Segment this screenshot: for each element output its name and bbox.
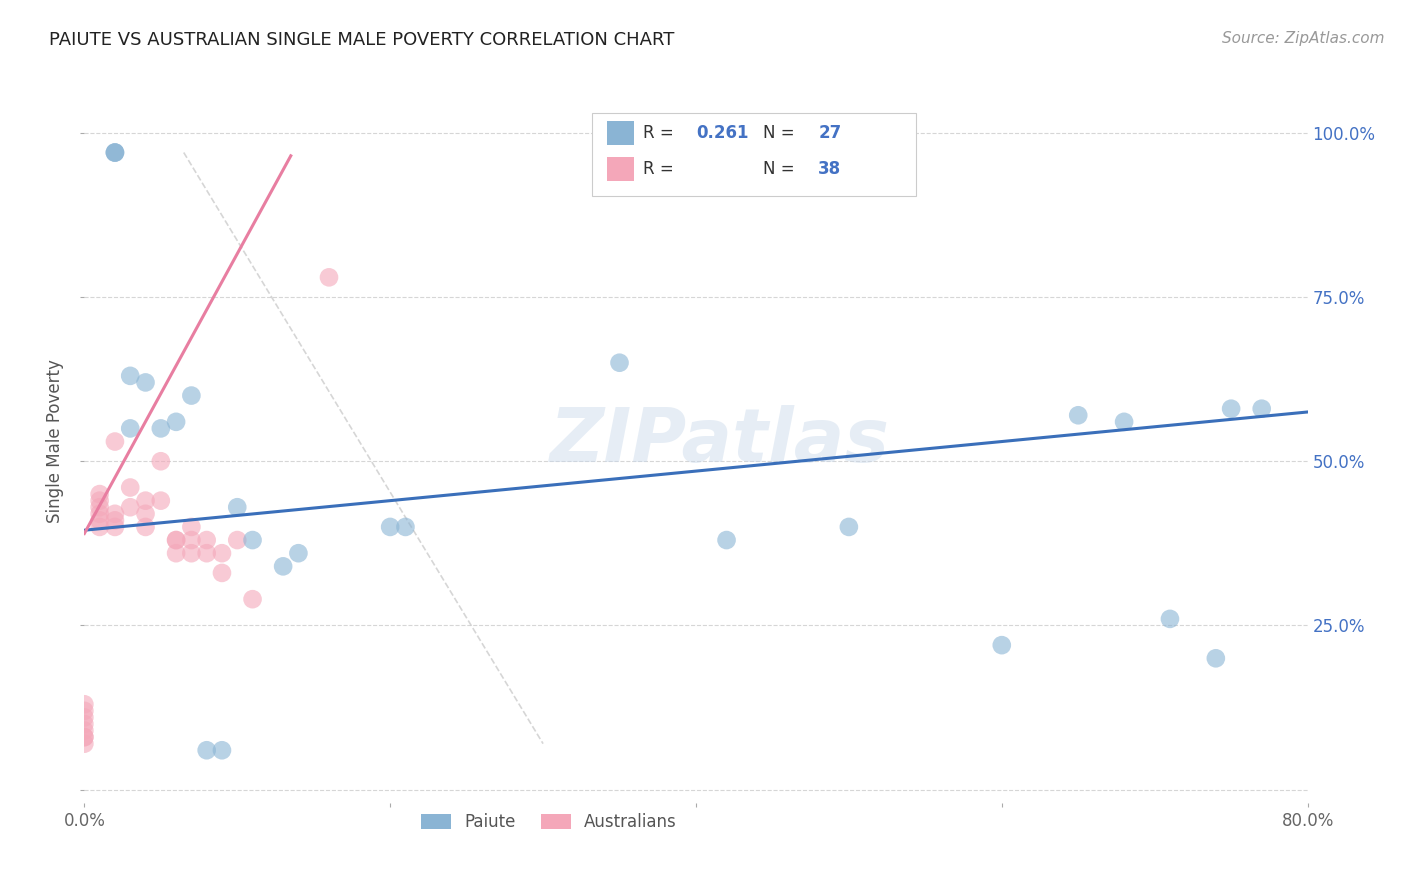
Text: ZIPatlas: ZIPatlas: [550, 405, 890, 478]
Point: [394, 520, 416, 534]
Point: [89, 507, 111, 521]
Point: [195, 743, 218, 757]
Point: [165, 533, 187, 547]
Point: [89, 513, 111, 527]
Point: [180, 520, 202, 534]
Point: [104, 434, 127, 449]
Point: [73, 730, 96, 744]
Point: [104, 507, 127, 521]
Point: [120, 500, 142, 515]
Point: [135, 376, 157, 390]
Point: [73, 710, 96, 724]
Point: [226, 533, 249, 547]
Point: [211, 743, 233, 757]
Point: [211, 566, 233, 580]
Point: [1250, 401, 1272, 416]
Text: 0.496: 0.496: [696, 161, 748, 178]
Text: 27: 27: [818, 124, 842, 142]
Text: 0.261: 0.261: [696, 124, 748, 142]
Point: [135, 493, 157, 508]
Point: [1114, 415, 1136, 429]
FancyBboxPatch shape: [592, 112, 917, 196]
Point: [271, 559, 294, 574]
Point: [120, 481, 142, 495]
Point: [180, 533, 202, 547]
Point: [287, 546, 309, 560]
Point: [73, 704, 96, 718]
Point: [180, 388, 202, 402]
Point: [73, 698, 96, 712]
Point: [838, 520, 860, 534]
Point: [211, 546, 233, 560]
Point: [89, 500, 111, 515]
Point: [242, 592, 264, 607]
Point: [380, 520, 402, 534]
Point: [180, 546, 202, 560]
Point: [242, 533, 264, 547]
Point: [135, 520, 157, 534]
Point: [104, 513, 127, 527]
Text: N =: N =: [763, 124, 800, 142]
FancyBboxPatch shape: [606, 121, 634, 145]
Point: [104, 145, 127, 160]
Text: R =: R =: [644, 161, 679, 178]
Point: [1159, 612, 1181, 626]
Point: [73, 730, 96, 744]
Point: [120, 421, 142, 435]
Point: [195, 533, 218, 547]
Point: [120, 368, 142, 383]
Text: PAIUTE VS AUSTRALIAN SINGLE MALE POVERTY CORRELATION CHART: PAIUTE VS AUSTRALIAN SINGLE MALE POVERTY…: [49, 31, 675, 49]
Point: [104, 145, 127, 160]
Point: [991, 638, 1014, 652]
Point: [1205, 651, 1227, 665]
Text: N =: N =: [763, 161, 800, 178]
Point: [318, 270, 340, 285]
Point: [716, 533, 738, 547]
Y-axis label: Single Male Poverty: Single Male Poverty: [46, 359, 65, 524]
Point: [104, 145, 127, 160]
Point: [165, 546, 187, 560]
Text: 38: 38: [818, 161, 841, 178]
Legend: Paiute, Australians: Paiute, Australians: [415, 806, 683, 838]
Point: [149, 493, 172, 508]
Point: [135, 507, 157, 521]
Point: [89, 520, 111, 534]
Point: [89, 493, 111, 508]
Point: [104, 520, 127, 534]
Point: [73, 737, 96, 751]
Text: Source: ZipAtlas.com: Source: ZipAtlas.com: [1222, 31, 1385, 46]
Point: [165, 415, 187, 429]
FancyBboxPatch shape: [606, 157, 634, 181]
Text: R =: R =: [644, 124, 679, 142]
Point: [1220, 401, 1243, 416]
Point: [1067, 409, 1090, 423]
Point: [149, 421, 172, 435]
Point: [609, 356, 631, 370]
Point: [73, 717, 96, 731]
Point: [195, 546, 218, 560]
Point: [73, 723, 96, 738]
Point: [226, 500, 249, 515]
Point: [149, 454, 172, 468]
Point: [165, 533, 187, 547]
Point: [89, 487, 111, 501]
